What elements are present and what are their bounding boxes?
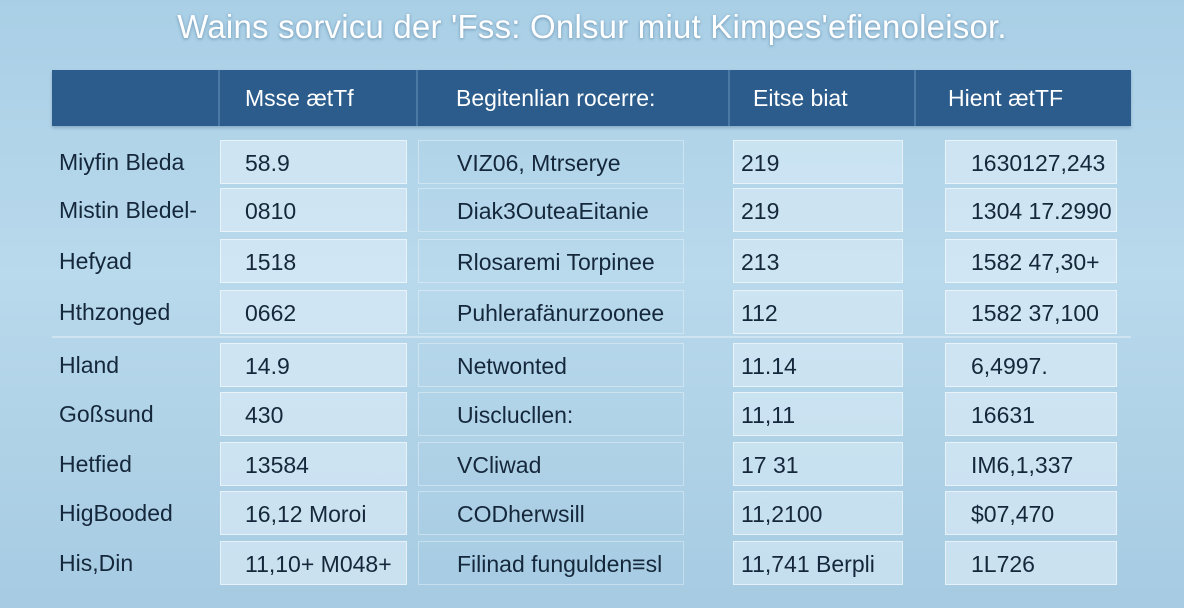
table-cell: 58.9	[220, 140, 407, 184]
table-cell: 1518	[220, 239, 407, 283]
table-cell: 11,11	[733, 392, 903, 436]
table-cell: 0810	[220, 188, 407, 232]
table-cell: 0662	[220, 290, 407, 334]
table-row: Miyfin Bleda 58.9 VIZ06, Mtrserye 219 16…	[52, 140, 1131, 184]
header-divider	[218, 70, 220, 126]
table-cell: 13584	[220, 442, 407, 486]
table-row: HigBooded 16,12 Moroi CODherwsill 11,210…	[52, 491, 1131, 535]
header-divider	[914, 70, 916, 126]
table-cell: 1582 47,30+	[945, 239, 1117, 283]
table-cell: Uisclucllen:	[418, 392, 684, 436]
table-cell: 213	[733, 239, 903, 283]
header-cell-4: Hient ætTF	[948, 85, 1064, 111]
table-cell: Filinad fungulden≡sl	[418, 541, 684, 585]
table-cell: 1582 37,100	[945, 290, 1117, 334]
row-label: His,Din	[59, 550, 134, 576]
table-cell: 16,12 Moroi	[220, 491, 407, 535]
row-label: Hthzonged	[59, 299, 171, 325]
header-cell-3: Eitse biat	[753, 85, 848, 111]
table-cell: 219	[733, 188, 903, 232]
table-cell: 16631	[945, 392, 1117, 436]
table-cell: Netwonted	[418, 343, 684, 387]
data-table: Msse ætTf Begitenlian rocerre: Eitse bia…	[52, 70, 1131, 590]
table-cell: Diak3OuteaEitanie	[418, 188, 684, 232]
table-cell: 430	[220, 392, 407, 436]
table-cell: 112	[733, 290, 903, 334]
table-cell: IM6,1,337	[945, 442, 1117, 486]
table-cell: 14.9	[220, 343, 407, 387]
table-cell: 17 31	[733, 442, 903, 486]
table-cell: 11,741 Berpli	[733, 541, 903, 585]
table-row: Hetfied 13584 VCliwad 17 31 IM6,1,337	[52, 442, 1131, 486]
table-row: Goßsund 430 Uisclucllen: 11,11 16631	[52, 392, 1131, 436]
header-cell-2: Begitenlian rocerre:	[456, 85, 656, 111]
row-label: Hetfied	[59, 451, 132, 477]
table-cell: 1630127,243	[945, 140, 1117, 184]
table-cell: CODherwsill	[418, 491, 684, 535]
header-divider	[728, 70, 730, 126]
page-title: Wains sorvicu der 'Fss: Onlsur miut Kimp…	[177, 8, 1007, 45]
table-cell: 1L726	[945, 541, 1117, 585]
table-row: Hefyad 1518 Rlosaremi Torpinee 213 1582 …	[52, 239, 1131, 283]
table-row: Hthzonged 0662 Puhlerafänurzoonee 112 15…	[52, 290, 1131, 334]
table-cell: Puhlerafänurzoonee	[418, 290, 684, 334]
row-label: Goßsund	[59, 401, 154, 427]
row-label: Hland	[59, 352, 120, 378]
row-label: Miyfin Bleda	[59, 149, 185, 175]
table-row: His,Din 11,10+ M048+ Filinad fungulden≡s…	[52, 541, 1131, 585]
table-cell: 11,10+ M048+	[220, 541, 407, 585]
row-label: Hefyad	[59, 248, 132, 274]
table-cell: 11,2100	[733, 491, 903, 535]
row-label: HigBooded	[59, 500, 173, 526]
header-cell-1: Msse ætTf	[245, 85, 354, 111]
table-cell: $07,470	[945, 491, 1117, 535]
table-cell: 1304 17.2990	[945, 188, 1117, 232]
table-cell: 6,4997.	[945, 343, 1117, 387]
row-label: Mistin Bledel-	[59, 197, 198, 223]
table-row: Hland 14.9 Netwonted 11.14 6,4997.	[52, 343, 1131, 387]
table-cell: VIZ06, Mtrserye	[418, 140, 684, 184]
table-cell: 219	[733, 140, 903, 184]
table-cell: Rlosaremi Torpinee	[418, 239, 684, 283]
table-header: Msse ætTf Begitenlian rocerre: Eitse bia…	[52, 70, 1131, 126]
table-row: Mistin Bledel- 0810 Diak3OuteaEitanie 21…	[52, 188, 1131, 232]
table-cell: 11.14	[733, 343, 903, 387]
header-divider	[416, 70, 418, 126]
group-divider	[52, 336, 1131, 338]
table-cell: VCliwad	[418, 442, 684, 486]
